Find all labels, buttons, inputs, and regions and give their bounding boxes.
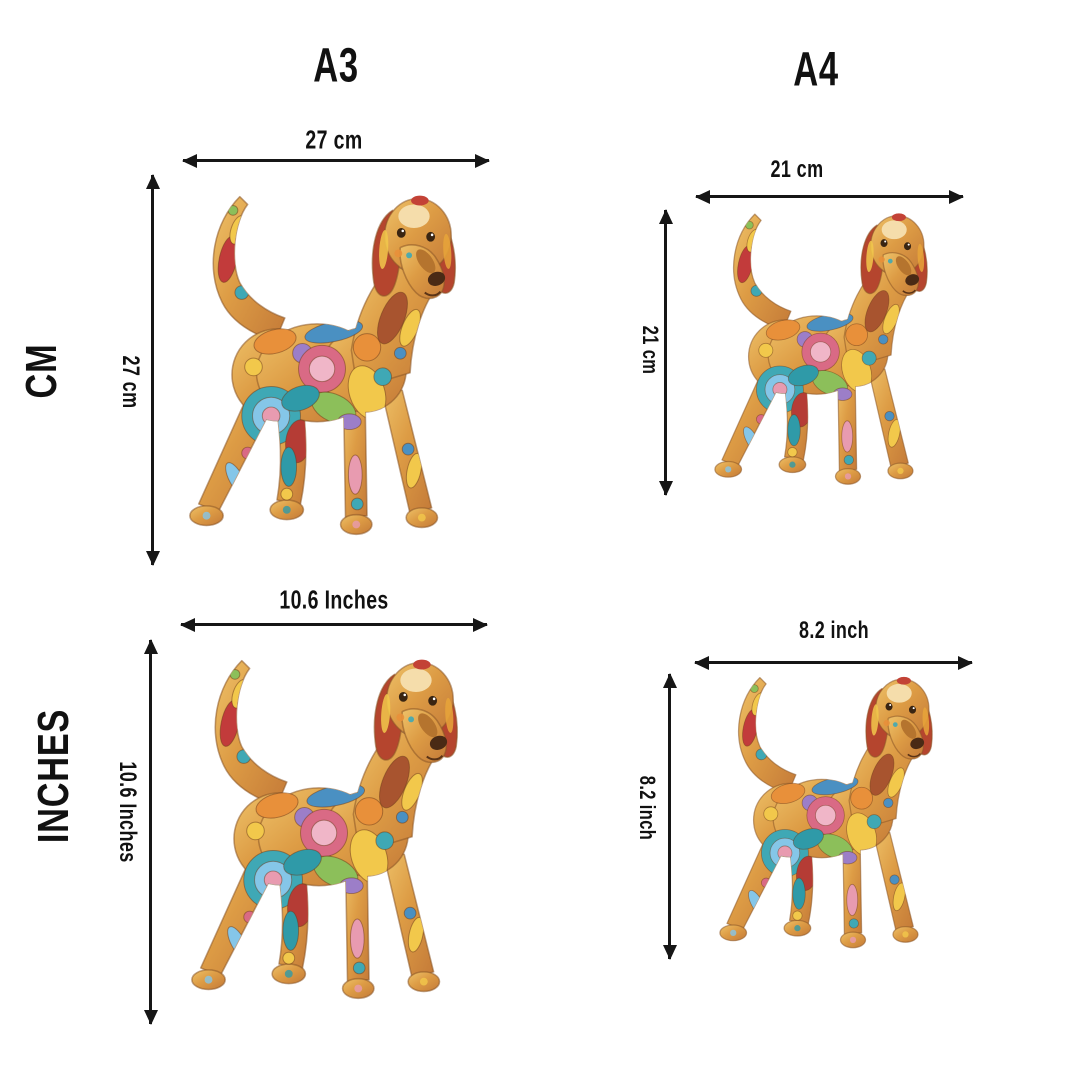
puzzle-dog-illustration bbox=[711, 207, 931, 489]
height-arrow bbox=[668, 674, 671, 959]
row-label-inches: INCHES bbox=[29, 708, 78, 844]
row-label-cm: CM bbox=[17, 343, 66, 399]
puzzle-dog-illustration bbox=[187, 652, 462, 1004]
height-label: 21 cm bbox=[638, 325, 663, 375]
width-arrow bbox=[183, 159, 489, 162]
width-label: 8.2 inch bbox=[798, 617, 870, 644]
column-header-a4: A4 bbox=[793, 43, 839, 97]
width-arrow bbox=[181, 623, 487, 626]
height-arrow bbox=[664, 210, 667, 495]
height-label: 8.2 inch bbox=[635, 775, 660, 841]
column-header-a3: A3 bbox=[313, 39, 359, 93]
width-label: 10.6 Inches bbox=[279, 584, 389, 615]
puzzle-dog-illustration bbox=[185, 188, 460, 540]
width-arrow bbox=[696, 195, 963, 198]
height-arrow bbox=[151, 175, 154, 565]
width-label: 21 cm bbox=[770, 156, 824, 183]
height-arrow bbox=[149, 640, 152, 1024]
width-label: 27 cm bbox=[305, 124, 363, 155]
height-label: 27 cm bbox=[117, 355, 144, 409]
puzzle-dog-illustration bbox=[716, 671, 936, 952]
height-label: 10.6 Inches bbox=[114, 761, 141, 863]
width-arrow bbox=[695, 661, 972, 664]
